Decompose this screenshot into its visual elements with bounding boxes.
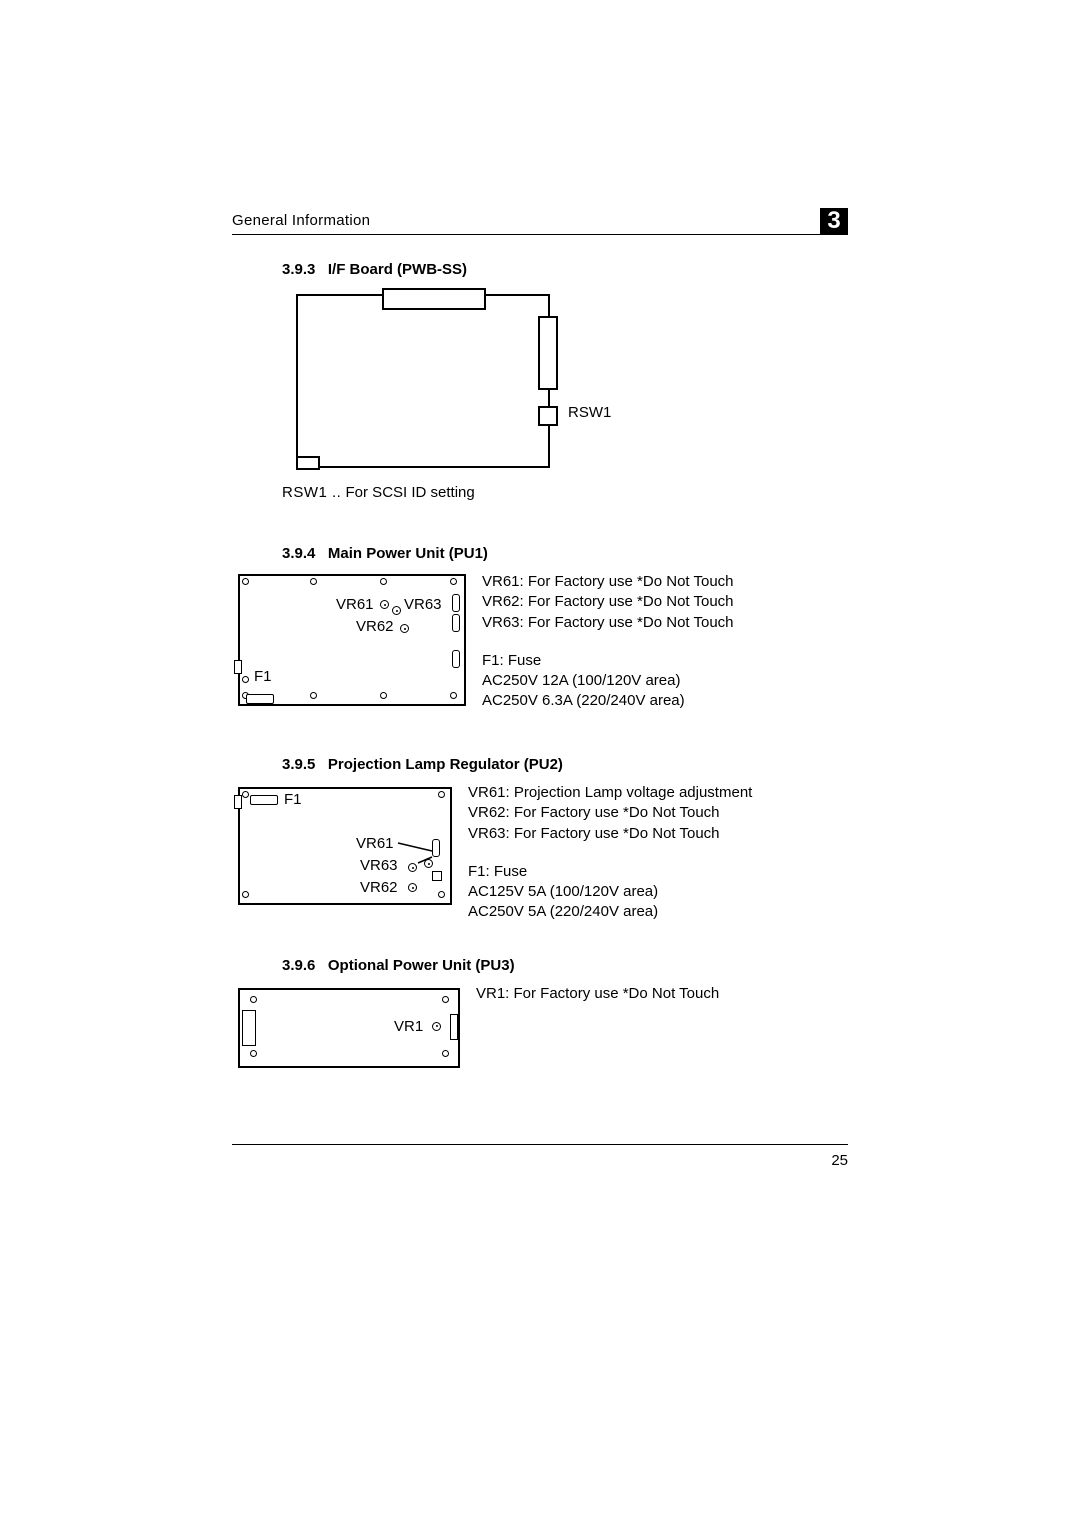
page: General Information 3 3.9.3 I/F Board (P… xyxy=(0,0,1080,1528)
pu3-vr1-label: VR1 xyxy=(394,1018,423,1035)
section-395-notes: VR61: Projection Lamp voltage adjustment… xyxy=(468,783,752,923)
pu2-lines-icon xyxy=(232,783,454,909)
pu3-hole xyxy=(250,1050,257,1057)
pu1-diagram: VR61 VR63 VR62 F1 xyxy=(232,572,468,712)
section-396-number: 3.9.6 xyxy=(282,957,315,974)
pu1-conn xyxy=(452,650,460,668)
pu1-hole xyxy=(310,578,317,585)
note-line: VR1: For Factory use *Do Not Touch xyxy=(476,984,719,1004)
pu1-vr62-label: VR62 xyxy=(356,618,394,635)
pu3-vr1-pot xyxy=(432,1022,441,1031)
section-394-title: Main Power Unit (PU1) xyxy=(328,545,488,562)
section-393-title: I/F Board (PWB-SS) xyxy=(328,261,467,278)
note-line: VR63: For Factory use *Do Not Touch xyxy=(482,613,734,633)
ifboard-rsw1-label: RSW1 xyxy=(568,404,611,421)
section-393-heading: 3.9.3 I/F Board (PWB-SS) xyxy=(282,261,848,278)
section-396-row: VR1 VR1: For Factory use *Do Not Touch xyxy=(232,984,848,1070)
header-row: General Information 3 xyxy=(232,208,848,235)
pu1-vr62-pot xyxy=(400,624,409,633)
pu1-hole xyxy=(242,578,249,585)
pu1-hole xyxy=(310,692,317,699)
pu2-vr63-label: VR63 xyxy=(360,857,398,874)
header-title: General Information xyxy=(232,212,370,229)
pu3-hole xyxy=(442,996,449,1003)
note-line: AC125V 5A (100/120V area) xyxy=(468,882,752,902)
footer-rule xyxy=(232,1144,848,1145)
section-393-number: 3.9.3 xyxy=(282,261,315,278)
pu1-outer xyxy=(238,574,466,706)
ifboard-diagram: RSW1 xyxy=(282,288,560,468)
section-394-row: VR61 VR63 VR62 F1 VR61: For Factory use … xyxy=(232,572,848,712)
section-396-heading: 3.9.6 Optional Power Unit (PU3) xyxy=(282,957,848,974)
chapter-box: 3 xyxy=(820,208,848,234)
pu1-conn xyxy=(452,614,460,632)
ifboard-right-slot xyxy=(538,316,558,390)
section-394-number: 3.9.4 xyxy=(282,545,315,562)
note-line: AC250V 5A (220/240V area) xyxy=(468,902,752,922)
note-line: VR62: For Factory use *Do Not Touch xyxy=(482,592,734,612)
pu1-left-notch xyxy=(234,660,242,674)
pu3-right-conn xyxy=(450,1014,458,1040)
note-line: VR63: For Factory use *Do Not Touch xyxy=(468,824,752,844)
pu3-diagram: VR1 xyxy=(232,984,462,1070)
section-393-caption: RSW1 .. For SCSI ID setting xyxy=(282,484,848,501)
section-396-notes: VR1: For Factory use *Do Not Touch xyxy=(476,984,719,1004)
note-gap xyxy=(482,633,734,651)
section-394-heading: 3.9.4 Main Power Unit (PU1) xyxy=(282,545,848,562)
pu3-left-slot xyxy=(242,1010,256,1046)
pu3-hole xyxy=(250,996,257,1003)
pu2-vr62-label: VR62 xyxy=(360,879,398,896)
note-line: VR61: Projection Lamp voltage adjustment xyxy=(468,783,752,803)
pu1-hole xyxy=(450,578,457,585)
pu1-vr63-label: VR63 xyxy=(404,596,442,613)
ifboard-rsw1-box xyxy=(538,406,558,426)
note-line: VR62: For Factory use *Do Not Touch xyxy=(468,803,752,823)
caption-393-text: For SCSI ID setting xyxy=(346,484,475,501)
section-394-notes: VR61: For Factory use *Do Not Touch VR62… xyxy=(482,572,734,712)
pu1-conn xyxy=(452,594,460,612)
pu2-diagram: F1 VR61 VR63 VR62 xyxy=(232,783,454,909)
caption-393-lbl: RSW1 .. xyxy=(282,484,341,501)
note-line: AC250V 6.3A (220/240V area) xyxy=(482,691,734,711)
section-396-title: Optional Power Unit (PU3) xyxy=(328,957,515,974)
pu1-hole xyxy=(380,578,387,585)
pu1-f1-block xyxy=(246,694,274,704)
page-number: 25 xyxy=(831,1152,848,1169)
pu1-vr61-label: VR61 xyxy=(336,596,374,613)
pu1-f1-label: F1 xyxy=(254,668,272,685)
pu1-hole xyxy=(380,692,387,699)
pu3-outer xyxy=(238,988,460,1068)
note-line: VR61: For Factory use *Do Not Touch xyxy=(482,572,734,592)
note-line: F1: Fuse xyxy=(468,862,752,882)
ifboard-bottom-notch xyxy=(296,456,320,470)
note-gap xyxy=(468,844,752,862)
pu1-vr61-pot xyxy=(380,600,389,609)
section-395-row: F1 VR61 VR63 VR62 VR61: Projection Lamp … xyxy=(232,783,848,923)
ifboard-outer xyxy=(296,294,550,468)
pu1-vr63-pot xyxy=(392,606,401,615)
note-line: F1: Fuse xyxy=(482,651,734,671)
section-395-heading: 3.9.5 Projection Lamp Regulator (PU2) xyxy=(282,756,848,773)
pu3-hole xyxy=(442,1050,449,1057)
pu1-hole xyxy=(450,692,457,699)
section-395-title: Projection Lamp Regulator (PU2) xyxy=(328,756,563,773)
section-395-number: 3.9.5 xyxy=(282,756,315,773)
content-area: General Information 3 3.9.3 I/F Board (P… xyxy=(232,208,848,1070)
pu1-hole xyxy=(242,676,249,683)
pu2-vr61-label: VR61 xyxy=(356,835,394,852)
ifboard-top-slot xyxy=(382,288,486,310)
note-line: AC250V 12A (100/120V area) xyxy=(482,671,734,691)
